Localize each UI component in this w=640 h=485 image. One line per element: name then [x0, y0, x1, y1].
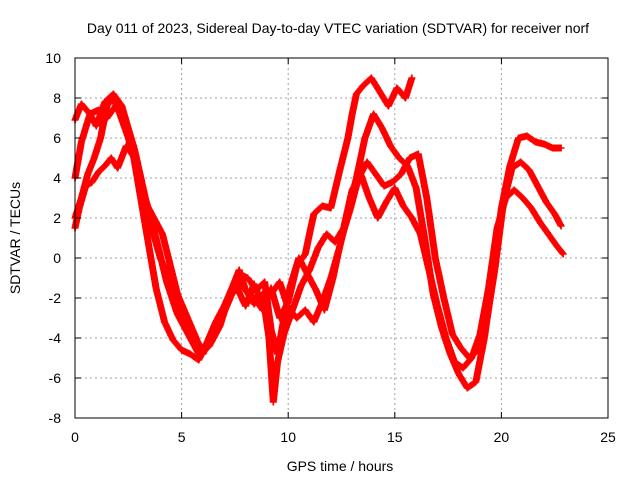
y-tick-label: -6: [49, 370, 62, 386]
x-tick-label: 10: [280, 429, 296, 445]
y-tick-label: 2: [53, 210, 61, 226]
series-3: [71, 142, 567, 406]
plot-frame: [74, 57, 609, 419]
data-points: [71, 74, 567, 406]
y-tick-label: 4: [53, 170, 61, 186]
y-tick-label: -4: [49, 330, 62, 346]
chart-title: Day 011 of 2023, Sidereal Day-to-day VTE…: [87, 20, 589, 36]
y-tick-label: 6: [53, 130, 61, 146]
x-axis-label: GPS time / hours: [287, 458, 394, 474]
x-tick-label: 15: [387, 429, 403, 445]
y-tick-label: -2: [49, 290, 62, 306]
y-tick-label: 0: [53, 250, 61, 266]
x-tick-label: 0: [71, 429, 79, 445]
axes: 0 5 10 15 20 25 -8 -6 -4 -2 0 2 4 6 8 10: [45, 50, 616, 445]
series-3-markers: [71, 142, 567, 406]
y-tick-label: 8: [53, 90, 61, 106]
x-tick-label: 20: [494, 429, 510, 445]
y-axis-label: SDTVAR / TECUs: [7, 182, 23, 294]
x-tick-label: 5: [178, 429, 186, 445]
y-tick-label: 10: [45, 50, 61, 66]
x-tick-label: 25: [600, 429, 616, 445]
y-tick-label: -8: [49, 410, 62, 426]
